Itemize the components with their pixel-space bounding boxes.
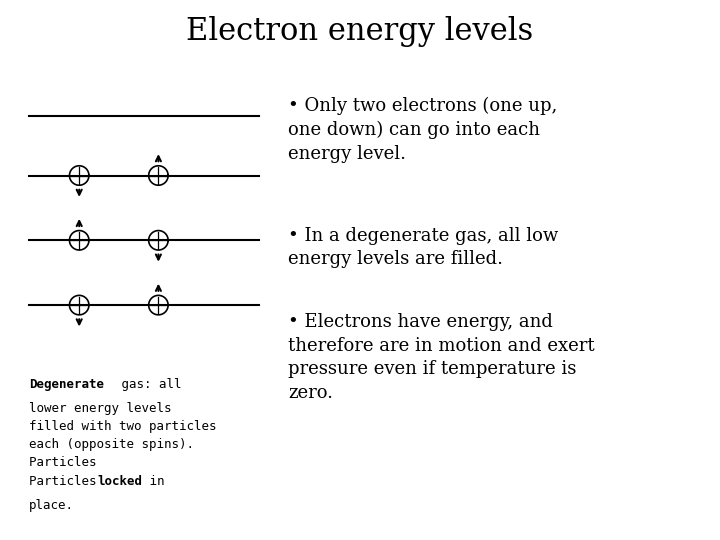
Text: • Only two electrons (one up,
one down) can go into each
energy level.: • Only two electrons (one up, one down) …	[288, 97, 557, 163]
Text: locked: locked	[97, 475, 142, 488]
Text: • Electrons have energy, and
therefore are in motion and exert
pressure even if : • Electrons have energy, and therefore a…	[288, 313, 595, 402]
Text: Degenerate: Degenerate	[29, 378, 104, 391]
Text: • In a degenerate gas, all low
energy levels are filled.: • In a degenerate gas, all low energy le…	[288, 227, 558, 268]
Text: lower energy levels
filled with two particles
each (opposite spins).
Particles: lower energy levels filled with two part…	[29, 402, 216, 469]
Text: Electron energy levels: Electron energy levels	[186, 16, 534, 47]
Text: Particles: Particles	[29, 475, 104, 488]
Text: place.: place.	[29, 500, 73, 512]
Text: gas: all: gas: all	[114, 378, 181, 391]
Text: in: in	[142, 475, 164, 488]
